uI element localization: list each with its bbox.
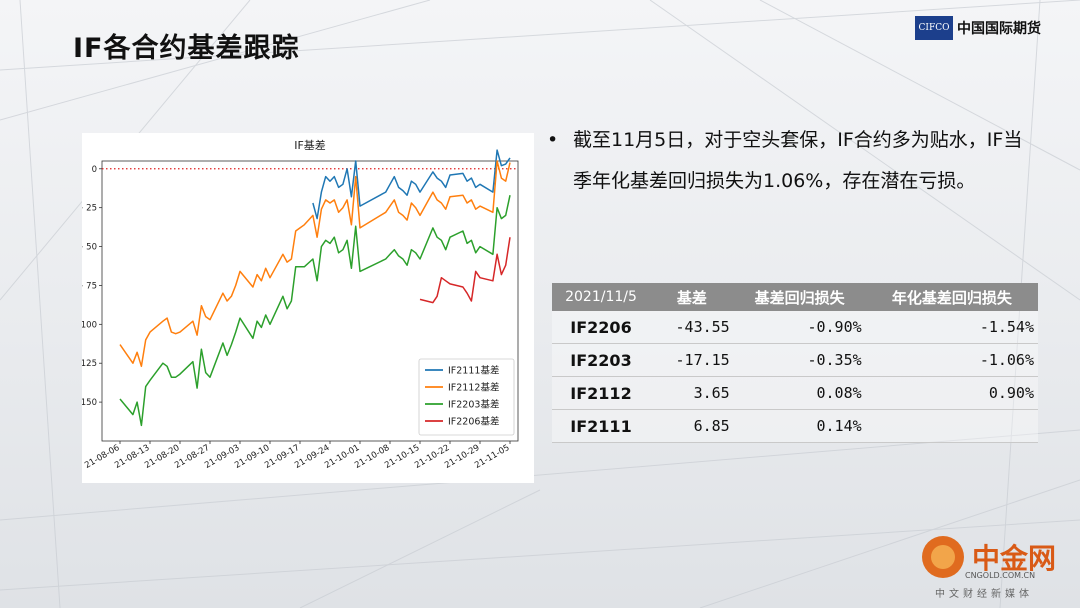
- loss-value: -0.35%: [733, 343, 866, 377]
- logo-mark: CIFCO: [915, 16, 953, 40]
- series-line-IF2203基差: [119, 195, 511, 427]
- watermark-coin-icon: [922, 536, 964, 578]
- basis-table: 2021/11/5 基差 基差回归损失 年化基差回归损失 IF2206 -43.…: [552, 283, 1038, 443]
- y-tick-label: −150: [82, 398, 97, 408]
- chart-legend: [418, 358, 515, 436]
- contract-name: IF2206: [552, 311, 650, 344]
- y-tick-label: −125: [82, 359, 97, 369]
- header-annual-loss: 年化基差回归损失: [865, 283, 1038, 311]
- basis-value: 3.65: [650, 376, 734, 410]
- loss-value: 0.14%: [733, 409, 866, 443]
- slide-title: IF各合约基差跟踪: [73, 33, 300, 64]
- basis-value: -43.55: [650, 311, 734, 344]
- annual-loss-value: 0.90%: [865, 376, 1038, 410]
- table-row: IF2112 3.65 0.08% 0.90%: [552, 376, 1038, 410]
- y-tick-label: − 25: [82, 204, 97, 214]
- header-basis: 基差: [650, 283, 734, 311]
- y-tick-label: 0: [92, 165, 97, 175]
- bullet-dot-icon: •: [547, 129, 559, 151]
- basis-value: -17.15: [650, 343, 734, 377]
- table-row: IF2206 -43.55 -0.90% -1.54%: [552, 311, 1038, 344]
- watermark-tagline: 中文财经新媒体: [935, 589, 1033, 600]
- watermark-url: CNGOLD.COM.CN: [965, 571, 1036, 580]
- loss-value: 0.08%: [733, 376, 866, 410]
- series-line-IF2112基差: [119, 160, 511, 368]
- legend-label: IF2203基差: [448, 399, 499, 411]
- header-loss: 基差回归损失: [733, 283, 866, 311]
- series-line-IF2111基差: [312, 149, 511, 220]
- y-tick-label: −100: [82, 320, 97, 330]
- annual-loss-value: [865, 409, 1038, 443]
- commentary-text: 截至11月5日，对于空头套保，IF合约多为贴水，IF当季年化基差回归损失为1.0…: [573, 129, 1023, 192]
- contract-name: IF2111: [552, 409, 650, 443]
- annual-loss-value: -1.54%: [865, 311, 1038, 344]
- series-line-IF2206基差: [419, 237, 511, 304]
- annual-loss-value: -1.06%: [865, 343, 1038, 377]
- y-tick-label: − 50: [82, 243, 97, 253]
- logo-name: 中国国际期货: [957, 21, 1041, 37]
- table-row: IF2111 6.85 0.14%: [552, 409, 1038, 443]
- chart-title: IF基差: [294, 138, 326, 152]
- basis-value: 6.85: [650, 409, 734, 443]
- legend-label: IF2206基差: [448, 416, 499, 428]
- header-date: 2021/11/5: [552, 283, 650, 311]
- y-tick-label: − 75: [82, 281, 97, 291]
- watermark-logo: 中金网: [922, 536, 1056, 578]
- table-row: IF2203 -17.15 -0.35% -1.06%: [552, 343, 1038, 377]
- loss-value: -0.90%: [733, 311, 866, 344]
- table-header-row: 2021/11/5 基差 基差回归损失 年化基差回归损失: [552, 283, 1038, 311]
- legend-label: IF2111基差: [448, 365, 499, 377]
- contract-name: IF2203: [552, 343, 650, 377]
- commentary-bullet: • 截至11月5日，对于空头套保，IF合约多为贴水，IF当季年化基差回归损失为1…: [547, 120, 1027, 202]
- legend-label: IF2112基差: [448, 382, 499, 394]
- company-logo: CIFCO 中国国际期货: [915, 14, 1041, 42]
- contract-name: IF2112: [552, 376, 650, 410]
- watermark-name: 中金网: [972, 542, 1057, 575]
